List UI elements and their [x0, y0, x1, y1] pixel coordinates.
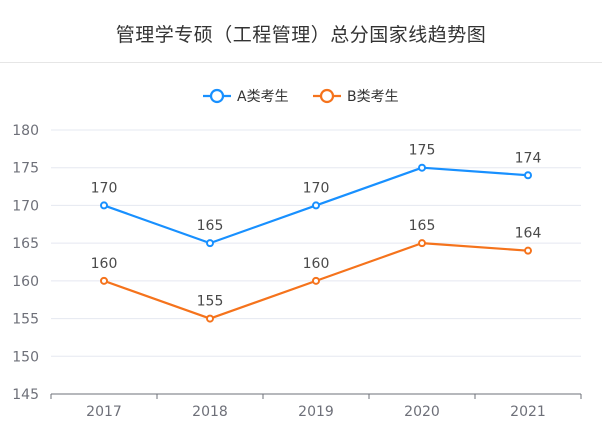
data-label: 170 — [91, 180, 118, 196]
y-tick-label: 155 — [12, 312, 39, 328]
data-point — [524, 171, 532, 180]
x-axis: 2017 2018 2019 2020 2021 — [50, 393, 582, 420]
chart-title: 管理学专硕（工程管理）总分国家线趋势图 — [115, 24, 487, 46]
legend-item-a[interactable]: A类考生 — [203, 88, 289, 105]
legend-label: A类考生 — [237, 89, 289, 105]
y-tick-label: 170 — [12, 198, 39, 214]
y-tick-label: 180 — [12, 123, 39, 139]
data-point — [524, 246, 532, 255]
data-label: 160 — [303, 256, 330, 272]
data-label: 160 — [91, 256, 118, 272]
grid-lines — [51, 129, 581, 357]
y-tick-label: 175 — [12, 161, 39, 177]
data-label: 164 — [515, 226, 542, 242]
data-point — [312, 276, 320, 285]
data-point — [206, 314, 214, 323]
data-label: 165 — [197, 218, 224, 234]
series-group: 170 165 170 175 174 160 155 160 165 164 — [91, 143, 542, 323]
data-point — [418, 163, 426, 172]
x-tick-label: 2021 — [510, 404, 546, 420]
y-tick-label: 145 — [12, 387, 39, 403]
data-point — [418, 239, 426, 248]
data-point — [100, 276, 108, 285]
x-tick-label: 2020 — [404, 404, 440, 420]
y-tick-label: 150 — [12, 349, 39, 365]
title-bar: 管理学专硕（工程管理）总分国家线趋势图 — [0, 0, 602, 63]
series-a: 170 165 170 175 174 — [91, 143, 542, 248]
legend[interactable]: A类考生 B类考生 — [203, 88, 399, 105]
data-label: 155 — [197, 294, 224, 310]
x-tick-label: 2019 — [298, 404, 334, 420]
data-point — [206, 239, 214, 248]
data-point — [100, 201, 108, 210]
series-b: 160 155 160 165 164 — [91, 218, 542, 323]
data-label: 165 — [409, 218, 436, 234]
data-label: 175 — [409, 143, 436, 159]
legend-item-b[interactable]: B类考生 — [313, 88, 399, 105]
legend-marker-icon — [319, 88, 335, 104]
data-point — [312, 201, 320, 210]
x-tick-label: 2017 — [86, 404, 122, 420]
y-tick-label: 165 — [12, 236, 39, 252]
x-tick-label: 2018 — [192, 404, 228, 420]
y-tick-label: 160 — [12, 274, 39, 290]
legend-marker-icon — [209, 88, 225, 104]
data-label: 170 — [303, 180, 330, 196]
legend-label: B类考生 — [347, 89, 399, 105]
y-axis-tick-labels: 145 150 155 160 165 170 175 180 — [12, 123, 39, 403]
data-label: 174 — [515, 150, 542, 166]
